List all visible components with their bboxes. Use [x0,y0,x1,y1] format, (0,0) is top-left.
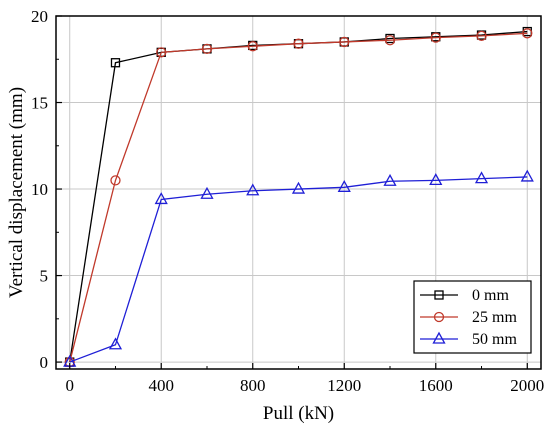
data-point [200,186,214,199]
x-tick-label: 1200 [327,376,361,395]
y-tick-label: 0 [40,353,49,372]
data-point [247,41,258,52]
y-tick-label: 15 [31,94,48,113]
data-point [246,183,260,196]
data-point [383,173,397,186]
data-point [430,32,441,43]
series-layer [63,26,534,368]
x-tick-label: 800 [240,376,266,395]
data-point [293,38,304,49]
series-line [69,176,528,363]
y-axis-title: Vertical displacement (mm) [6,87,27,298]
data-point [384,35,396,46]
legend-label: 50 mm [472,331,517,348]
y-tick-label: 10 [31,180,48,199]
legend-label: 0 mm [472,287,509,304]
data-point [110,175,121,186]
data-point [474,171,489,184]
x-tick-label: 2000 [510,376,544,395]
legend-marker [434,290,444,300]
x-tick-label: 1600 [419,376,453,395]
x-tick-label: 0 [65,376,74,395]
data-point [156,47,167,58]
series-line [69,32,528,363]
ticks: 0 400 800 1200 1600 2000 0 5 10 15 20 [31,7,544,395]
data-point [337,179,351,192]
data-point [201,43,213,55]
data-point [429,173,443,186]
data-point [476,30,487,42]
y-tick-label: 20 [31,7,48,26]
legend-label: 25 mm [472,309,517,326]
data-point [522,28,533,39]
data-point [520,169,534,182]
y-tick-label: 5 [40,267,49,286]
data-point [291,181,306,194]
legend-marker [433,311,445,323]
legend: 0 mm 25 mm 50 mm [413,280,532,354]
legend-marker [432,331,446,344]
data-point [339,36,350,48]
x-axis-title: Pull (kN) [263,403,334,424]
data-point [154,192,168,205]
data-point [108,337,123,350]
x-tick-label: 400 [148,376,174,395]
series-2 [63,169,534,367]
data-point [110,58,121,68]
